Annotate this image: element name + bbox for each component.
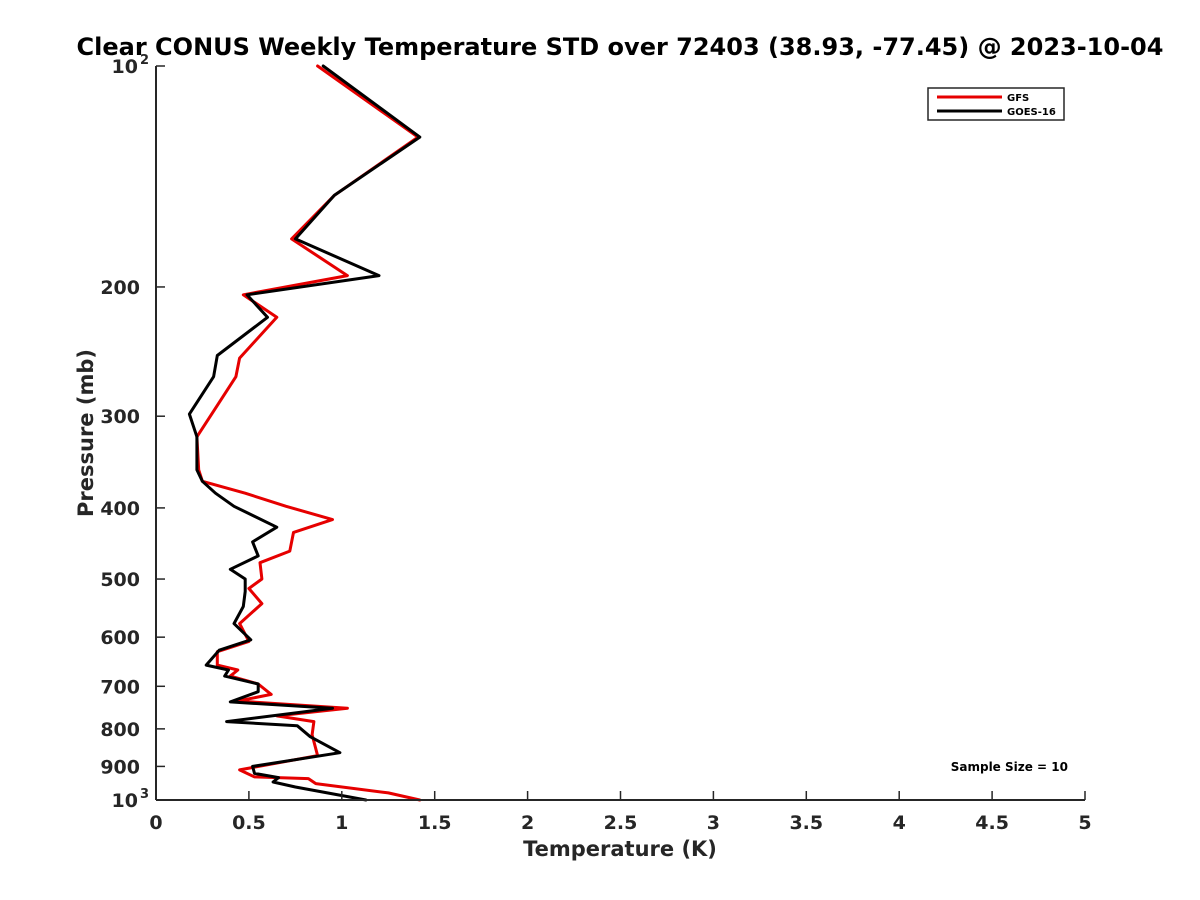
legend: GFS GOES-16 xyxy=(927,87,1065,121)
y-tick-label: 10 xyxy=(112,790,138,812)
y-tick-label: 400 xyxy=(100,498,140,520)
sample-size-annotation: Sample Size = 10 xyxy=(951,760,1068,774)
legend-label: GOES-16 xyxy=(1007,107,1056,118)
x-tick-label: 0 xyxy=(149,812,162,834)
x-tick-label: 1.5 xyxy=(418,812,452,834)
y-tick-label: 900 xyxy=(100,756,140,778)
y-tick-label: 500 xyxy=(100,569,140,591)
plot-area xyxy=(156,66,1085,800)
chart-title: Clear CONUS Weekly Temperature STD over … xyxy=(77,33,1164,61)
y-tick-exponent: 3 xyxy=(140,787,149,802)
series-group xyxy=(187,64,422,802)
y-tick-label: 800 xyxy=(100,719,140,741)
x-tick-label: 1 xyxy=(335,812,348,834)
y-tick-label: 700 xyxy=(100,676,140,698)
legend-box xyxy=(927,87,1065,121)
legend-label: GFS xyxy=(1007,93,1029,104)
y-tick-label: 300 xyxy=(100,406,140,428)
x-ticks: 0 0.5 1 1.5 2 2.5 3 3.5 4 4.5 5 xyxy=(149,791,1092,834)
y-tick-exponent: 2 xyxy=(140,53,149,68)
x-tick-label: 3 xyxy=(707,812,720,834)
x-tick-label: 2 xyxy=(521,812,534,834)
x-tick-label: 2.5 xyxy=(604,812,638,834)
series-line-goes-16 xyxy=(187,64,422,802)
y-tick-label: 600 xyxy=(100,627,140,649)
y-tick-label: 200 xyxy=(100,277,140,299)
x-tick-label: 5 xyxy=(1078,812,1091,834)
x-tick-label: 3.5 xyxy=(789,812,823,834)
y-tick-label: 10 xyxy=(112,56,138,78)
x-tick-label: 4.5 xyxy=(975,812,1009,834)
x-tick-label: 4 xyxy=(893,812,906,834)
x-axis-label: Temperature (K) xyxy=(523,837,717,861)
x-tick-label: 0.5 xyxy=(232,812,266,834)
y-axis-label: Pressure (mb) xyxy=(74,349,98,517)
